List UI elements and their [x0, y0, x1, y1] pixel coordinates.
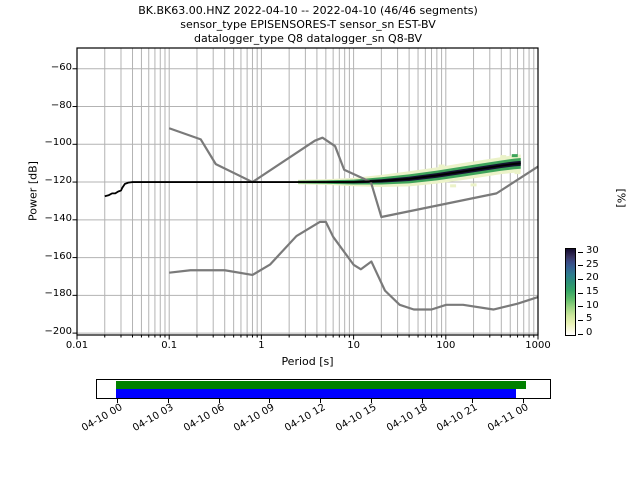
y-tick-label: −80 — [50, 99, 72, 111]
colorbar-tick — [578, 306, 583, 308]
timeline-tick — [320, 399, 322, 403]
colorbar-unit-label: [%] — [614, 188, 628, 208]
y-tick-label: −160 — [44, 250, 72, 262]
colorbar-tick-label: 10 — [586, 299, 599, 311]
x-tick-label: 1 — [258, 340, 265, 351]
y-tick-label: −120 — [44, 175, 72, 187]
y-tick-label: −60 — [50, 61, 72, 73]
figure-subtitle-datalogger: datalogger_type Q8 datalogger_sn Q8-BV — [193, 32, 423, 45]
colorbar-tick — [578, 319, 583, 321]
x-tick-label: 100 — [436, 340, 456, 351]
psd-histogram-cell — [511, 154, 518, 158]
timeline-tick — [523, 399, 525, 403]
psd-histogram-cell — [438, 164, 445, 168]
noise-model-high-line — [168, 127, 539, 219]
x-tick-label: 0.1 — [161, 340, 178, 351]
colorbar-tick — [578, 265, 583, 267]
y-tick-label: −200 — [44, 326, 72, 338]
psd-histogram-band — [298, 154, 521, 187]
timeline-box — [96, 379, 551, 399]
timeline-tick — [167, 399, 169, 403]
psd-histogram-cell — [470, 183, 477, 187]
x-tick-label: 0.01 — [65, 340, 89, 351]
colorbar-tick-label: 30 — [586, 245, 599, 257]
plot-frame — [76, 47, 539, 336]
timeline-tick — [370, 399, 372, 403]
colorbar-tick — [578, 292, 583, 294]
colorbar-tick-label: 0 — [586, 327, 593, 338]
noise-model-low-line — [169, 220, 539, 311]
y-tick-label: −180 — [44, 288, 72, 300]
psd-histogram-cell — [450, 184, 457, 188]
y-tick-label: −100 — [44, 137, 72, 149]
figure-subtitle-sensor: sensor_type EPISENSORES-T sensor_sn EST-… — [180, 18, 436, 31]
colorbar-tick-label: 20 — [586, 272, 599, 284]
timeline-tick — [472, 399, 474, 403]
colorbar — [565, 248, 576, 336]
timeline-tick — [421, 399, 423, 403]
colorbar-tick-label: 25 — [586, 258, 599, 270]
figure-title: BK.BK63.00.HNZ 2022-04-10 -- 2022-04-10 … — [138, 4, 478, 17]
y-tick-label: −140 — [44, 212, 72, 224]
colorbar-tick — [578, 278, 583, 280]
timeline-coverage-bar — [116, 389, 517, 398]
x-axis-label: Period [s] — [281, 355, 334, 368]
x-tick-label: 10 — [347, 340, 360, 351]
psd-histogram-cell — [500, 155, 507, 159]
psd-histogram-cell — [514, 171, 521, 175]
colorbar-tick — [578, 333, 583, 335]
colorbar-tick-label: 5 — [586, 313, 593, 325]
colorbar-tick-label: 15 — [586, 286, 599, 298]
title-block: BK.BK63.00.HNZ 2022-04-10 -- 2022-04-10 … — [0, 4, 616, 46]
timeline-tick — [218, 399, 220, 403]
timeline-tick — [117, 399, 119, 403]
x-tick-label: 1000 — [525, 340, 551, 351]
timeline-tick — [269, 399, 271, 403]
timeline-coverage-bar — [116, 380, 527, 389]
psd-mode-line — [104, 162, 521, 198]
colorbar-tick — [578, 251, 583, 253]
